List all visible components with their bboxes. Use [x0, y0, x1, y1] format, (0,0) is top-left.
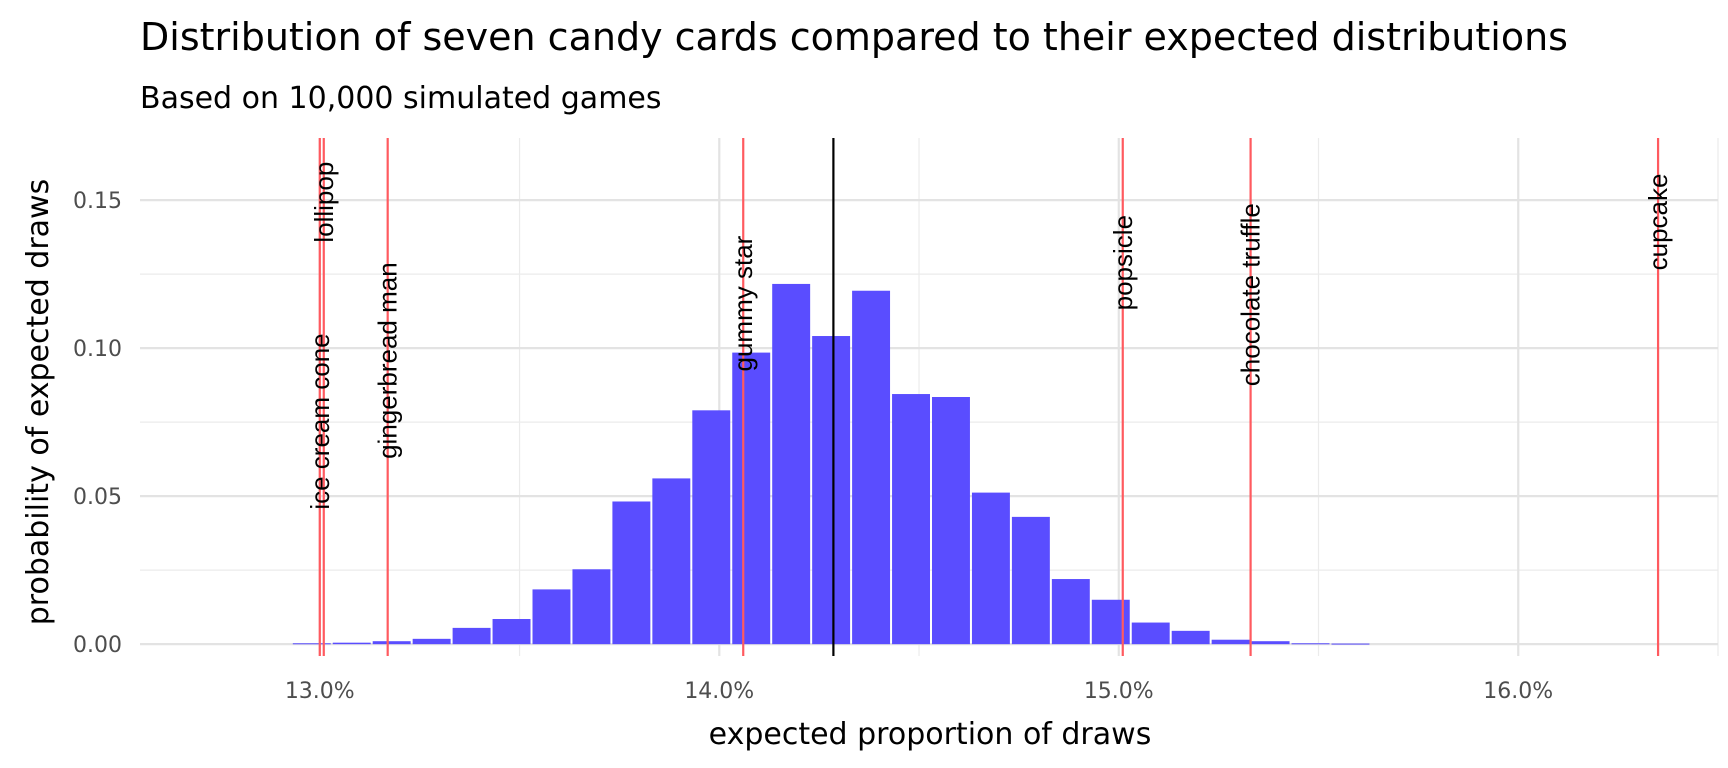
chart-subtitle: Based on 10,000 simulated games — [140, 81, 662, 116]
x-axis-title: expected proportion of draws — [709, 717, 1152, 752]
histogram-bar — [812, 336, 851, 645]
candy-label: gingerbread man — [373, 262, 403, 459]
x-tick-label: 16.0% — [1483, 679, 1553, 704]
histogram-bar — [372, 641, 411, 645]
histogram-bar — [1091, 599, 1130, 645]
histogram-bar — [1251, 641, 1290, 645]
chart-title: Distribution of seven candy cards compar… — [140, 15, 1568, 59]
histogram-bar — [532, 589, 571, 645]
y-tick-label: 0.10 — [73, 337, 122, 362]
histogram-bar — [1011, 516, 1050, 645]
x-tick-label: 15.0% — [1084, 679, 1154, 704]
candy-labels: ice cream cone lollipop gingerbread man gum… — [305, 162, 1673, 510]
histogram-bar — [852, 290, 891, 645]
candy-label: ice cream cone — [305, 333, 335, 509]
candy-label: cupcake — [1643, 174, 1673, 271]
histogram-bar — [1131, 622, 1170, 645]
histogram-bar — [412, 638, 451, 645]
histogram-bar — [332, 642, 371, 645]
histogram-bar — [452, 627, 491, 645]
candy-label: gummy star — [728, 235, 758, 371]
y-tick-label: 0.15 — [73, 189, 122, 214]
histogram-bar — [292, 643, 331, 645]
histogram-bar — [572, 569, 611, 645]
y-tick-label: 0.05 — [73, 485, 122, 510]
histogram-bar — [1291, 643, 1330, 645]
histogram-bar — [772, 283, 811, 645]
candy-label: popsicle — [1108, 215, 1138, 310]
candy-label: chocolate truffle — [1236, 203, 1266, 386]
histogram-bar — [732, 352, 771, 645]
histogram-bar — [492, 619, 531, 645]
histogram-bar — [692, 410, 731, 645]
histogram-bar — [1211, 639, 1250, 645]
histogram-bar — [652, 478, 691, 645]
histogram-bar — [931, 397, 970, 645]
histogram-bar — [612, 501, 651, 645]
x-tick-label: 14.0% — [684, 679, 754, 704]
axis-ticks: 13.0% 14.0% 15.0% 16.0% 0.00 0.05 0.10 0.15 — [73, 189, 1553, 704]
histogram-bar — [892, 394, 930, 645]
y-tick-label: 0.00 — [73, 633, 122, 658]
histogram-bars — [292, 283, 1370, 645]
histogram-bar — [1171, 630, 1210, 645]
y-axis-title: probability of expected draws — [21, 179, 56, 625]
candy-label: lollipop — [309, 162, 339, 243]
x-tick-label: 13.0% — [285, 679, 355, 704]
reference-lines — [318, 138, 1660, 656]
histogram-bar — [1331, 643, 1370, 645]
histogram-bar — [971, 492, 1010, 645]
histogram-bar — [1051, 579, 1090, 645]
